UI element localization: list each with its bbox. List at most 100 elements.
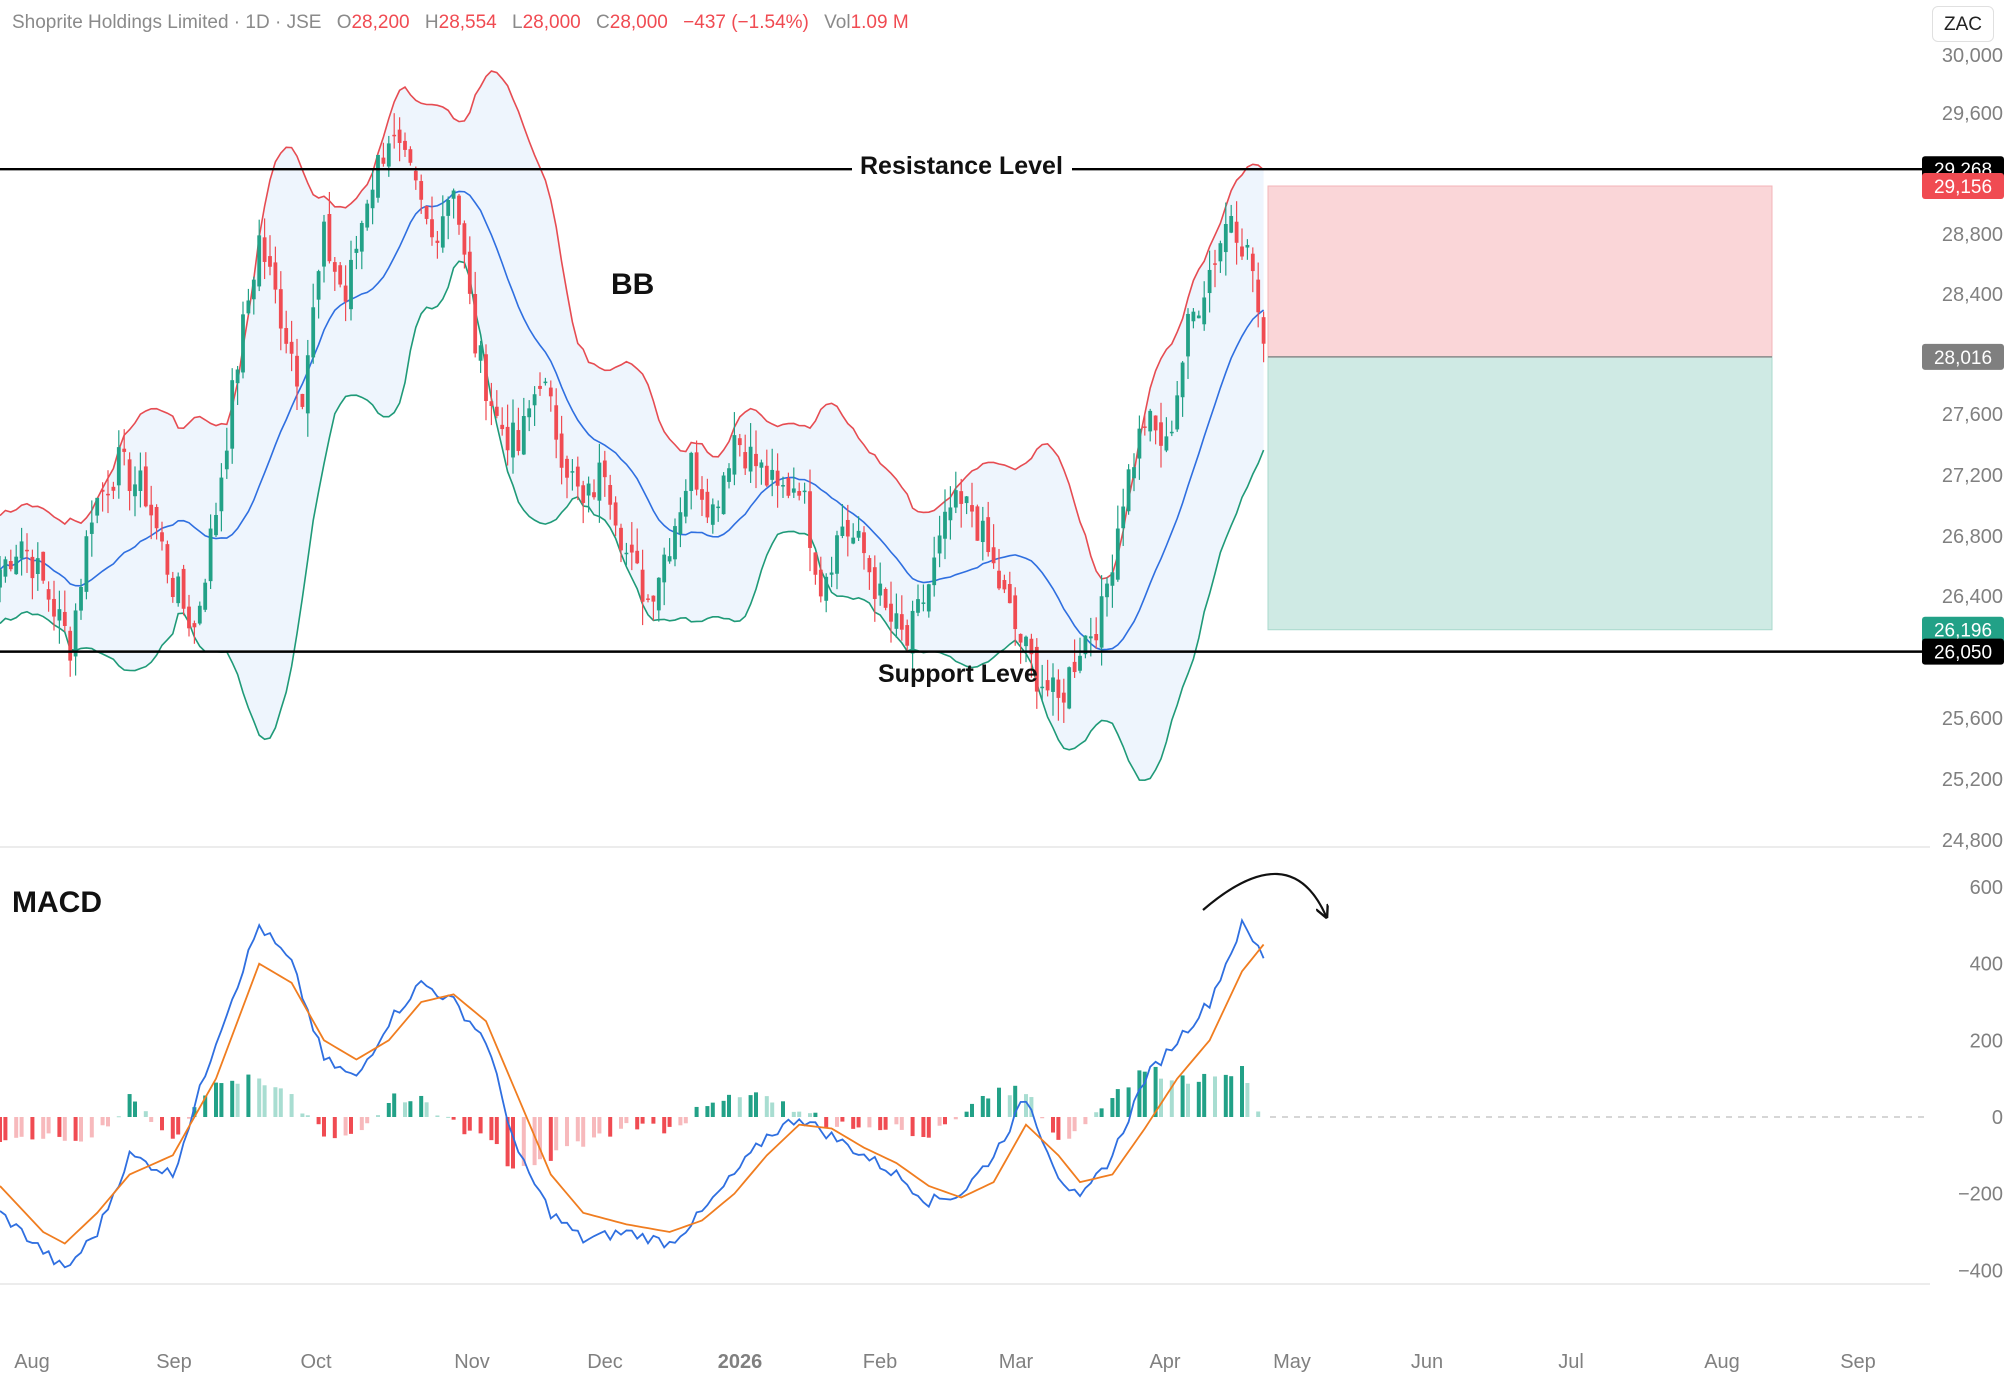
candle-body (1067, 667, 1072, 709)
candle-body (349, 259, 353, 310)
candle-body (818, 569, 823, 597)
candle-body (829, 572, 834, 575)
bb-upper-line (0, 70, 1265, 580)
candle-body (1137, 428, 1142, 459)
candle-body (872, 567, 877, 599)
time-tick-label: 2026 (718, 1351, 763, 1373)
candle-body (1040, 686, 1045, 689)
candle-body (392, 134, 397, 137)
macd-histogram-bar (235, 1083, 240, 1117)
candle-body (462, 223, 467, 255)
macd-histogram-bar (30, 1117, 35, 1140)
price-tick-label: 24,800 (1942, 830, 2003, 852)
macd-histogram-bar (489, 1117, 494, 1141)
macd-histogram-bar (538, 1117, 542, 1160)
macd-histogram-bar (203, 1095, 208, 1117)
volume-value: 1.09 M (851, 12, 909, 33)
macd-histogram-bar (748, 1095, 753, 1117)
candle-body (122, 448, 127, 452)
candle-body (705, 491, 710, 518)
target-zone (1267, 356, 1773, 631)
candle-body (732, 435, 737, 475)
candle-body (975, 506, 980, 541)
macd-histogram-bar (1110, 1098, 1115, 1117)
candle-body (1164, 436, 1169, 451)
macd-histogram-bar (451, 1117, 456, 1120)
candle-body (775, 470, 780, 486)
macd-histogram-bar (505, 1117, 510, 1167)
candle-body (316, 271, 321, 300)
macd-histogram-bar (392, 1093, 397, 1117)
candle-body (138, 470, 143, 491)
macd-histogram-bar (721, 1100, 726, 1117)
macd-histogram-bar (1196, 1081, 1201, 1117)
macd-histogram-bar (835, 1117, 839, 1127)
candle-body (1175, 395, 1180, 430)
time-tick-label: Aug (14, 1351, 50, 1373)
time-tick-label: Jul (1558, 1351, 1584, 1373)
macd-histogram-bar (349, 1117, 353, 1134)
candle-body (397, 129, 402, 143)
candle-body (1083, 635, 1088, 655)
candle-body (802, 490, 807, 493)
candle-body (937, 535, 942, 554)
candle-body (1196, 315, 1201, 319)
macd-histogram-bar (192, 1107, 197, 1117)
candle-body (214, 514, 218, 536)
candle-body (948, 507, 953, 521)
macd-histogram-bar (851, 1117, 856, 1129)
candle-body (19, 541, 24, 559)
macd-histogram-bar (754, 1092, 758, 1117)
macd-histogram-bar (662, 1117, 667, 1134)
candle-body (743, 452, 748, 469)
macd-histogram-bar (446, 1116, 451, 1118)
candle-body (1024, 636, 1028, 647)
candle-body (570, 471, 575, 473)
macd-histogram-bar (808, 1113, 812, 1117)
currency-button[interactable]: ZAC (1932, 6, 1994, 42)
macd-histogram-bar (332, 1117, 337, 1139)
macd-histogram-bar (651, 1117, 656, 1124)
macd-histogram-bar (1180, 1075, 1185, 1117)
position-tool[interactable] (1267, 185, 1773, 631)
candle-body (727, 468, 731, 482)
candle-body (79, 586, 83, 611)
candle-body (629, 544, 634, 553)
ohlc-low-label: L (512, 12, 523, 33)
candle-body (565, 458, 569, 478)
macd-histogram-bar (840, 1117, 845, 1122)
macd-histogram-bar (964, 1111, 969, 1117)
macd-histogram-bar (921, 1117, 926, 1138)
price-tick-label: 27,600 (1942, 404, 2003, 426)
macd-histogram-bar (106, 1117, 110, 1127)
candle-body (165, 544, 170, 575)
macd-histogram-bar (867, 1117, 872, 1128)
macd-histogram-bar (640, 1117, 645, 1124)
candle-body (484, 354, 488, 402)
macd-histogram-bar (289, 1094, 294, 1117)
macd-histogram-bar (624, 1117, 629, 1124)
resistance-label-bg (852, 148, 1072, 182)
candle-body (878, 583, 883, 596)
time-tick-label: Sep (1840, 1351, 1876, 1373)
candle-body (338, 265, 343, 285)
macd-histogram-bar (376, 1115, 380, 1117)
candle-body (683, 490, 688, 517)
candle-body (592, 492, 596, 498)
candle-body (419, 181, 424, 200)
candle-body (408, 149, 413, 163)
candle-body (451, 190, 456, 199)
candle-body (1250, 253, 1255, 272)
macd-histogram-bar (1007, 1095, 1012, 1117)
macd-histogram-bar (910, 1117, 915, 1137)
candle-body (824, 576, 829, 601)
price-tick-label: 25,200 (1942, 769, 2003, 791)
macd-histogram-bar (1256, 1111, 1261, 1117)
candle-body (494, 406, 499, 416)
candle-body (845, 519, 850, 537)
macd-tick-label: −400 (1958, 1260, 2003, 1282)
macd-histogram-bar (608, 1117, 613, 1137)
macd-histogram-bar (511, 1117, 515, 1169)
macd-histogram-bar (953, 1117, 958, 1120)
